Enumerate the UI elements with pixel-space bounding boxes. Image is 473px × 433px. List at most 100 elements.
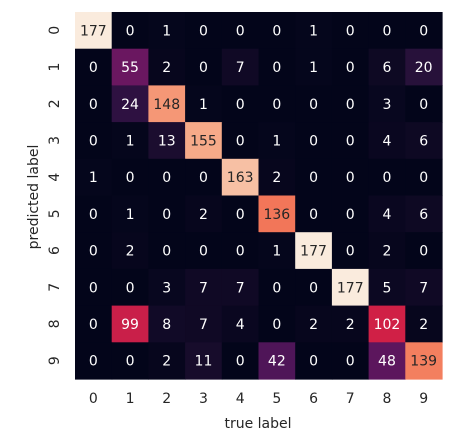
cell-value-label: 7	[199, 317, 208, 333]
x-tick-label: 8	[382, 391, 391, 407]
heatmap-cell	[405, 342, 443, 380]
x-tick-label: 1	[126, 391, 135, 407]
heatmap-cell	[148, 48, 186, 86]
heatmap-cell	[405, 305, 443, 343]
heatmap-cell	[331, 85, 370, 123]
x-tick-label: 0	[89, 391, 98, 407]
heatmap-cell	[331, 48, 370, 86]
heatmap-cell	[185, 195, 223, 233]
cell-value-label: 177	[337, 280, 364, 296]
heatmap-cell	[405, 268, 443, 307]
cell-value-label: 0	[272, 280, 281, 296]
cell-value-label: 0	[89, 280, 98, 296]
heatmap-cell	[331, 342, 370, 380]
cell-value-label: 1	[126, 207, 135, 223]
heatmap-cell	[221, 342, 260, 380]
heatmap-cell	[111, 268, 149, 307]
cell-value-label: 7	[199, 280, 208, 296]
heatmap-cell	[221, 195, 260, 233]
heatmap-cell	[331, 232, 370, 270]
cell-value-label: 155	[190, 133, 217, 149]
cell-value-label: 0	[309, 354, 318, 370]
heatmap-cell	[295, 48, 333, 86]
y-tick-label: 0	[47, 26, 63, 35]
heatmap-cell	[148, 305, 186, 343]
cell-value-label: 0	[126, 280, 135, 296]
cell-value-label: 2	[126, 244, 135, 260]
heatmap-cell	[331, 268, 370, 307]
cell-value-label: 139	[410, 354, 437, 370]
heatmap-cell	[405, 12, 443, 50]
heatmap-cell	[111, 342, 149, 380]
heatmap-cells: 177 0 1 0 0 0 1 0 0 00 55 2 0 7 0 1 0 6 200 24 148 1 0 0 0 0 3 00 1 1…	[75, 12, 443, 380]
cell-value-label: 0	[272, 97, 281, 113]
heatmap-cell	[295, 268, 333, 307]
heatmap-cell	[258, 158, 296, 197]
cell-value-label: 0	[236, 354, 245, 370]
heatmap-cell	[185, 305, 223, 343]
heatmap-cell	[295, 195, 333, 233]
heatmap-cell	[368, 85, 406, 123]
cell-value-label: 163	[227, 170, 254, 186]
heatmap-cell	[75, 122, 113, 160]
heatmap-cell	[368, 268, 406, 307]
cell-value-label: 2	[346, 317, 355, 333]
heatmap-cell	[405, 48, 443, 86]
cell-value-label: 5	[382, 280, 391, 296]
heatmap-cell	[148, 158, 186, 197]
cell-value-label: 0	[126, 354, 135, 370]
cell-value-label: 177	[80, 23, 107, 39]
cell-value-label: 0	[89, 354, 98, 370]
heatmap-cell	[185, 85, 223, 123]
cell-value-label: 6	[419, 133, 428, 149]
heatmap-cell	[295, 305, 333, 343]
cell-value-label: 24	[121, 97, 139, 113]
heatmap-cell	[331, 305, 370, 343]
heatmap-cell	[258, 122, 296, 160]
heatmap-cell	[295, 12, 333, 50]
heatmap-cell	[75, 195, 113, 233]
heatmap-cell	[295, 122, 333, 160]
cell-value-label: 1	[126, 133, 135, 149]
heatmap-cell	[258, 12, 296, 50]
cell-value-label: 0	[419, 170, 428, 186]
cell-value-label: 7	[419, 280, 428, 296]
heatmap-cell	[331, 195, 370, 233]
heatmap-cell	[295, 232, 333, 270]
heatmap-cell	[111, 195, 149, 233]
heatmap-cell	[111, 158, 149, 197]
cell-value-label: 2	[419, 317, 428, 333]
cell-value-label: 0	[126, 170, 135, 186]
heatmap-cell	[258, 268, 296, 307]
cell-value-label: 8	[162, 317, 171, 333]
heatmap-cell	[405, 122, 443, 160]
cell-value-label: 0	[346, 354, 355, 370]
cell-value-label: 0	[89, 317, 98, 333]
cell-value-label: 55	[121, 60, 139, 76]
heatmap-cell	[258, 305, 296, 343]
cell-value-label: 2	[382, 244, 391, 260]
cell-value-label: 1	[309, 60, 318, 76]
cell-value-label: 99	[121, 317, 139, 333]
cell-value-label: 0	[89, 97, 98, 113]
x-tick-label: 7	[346, 391, 355, 407]
cell-value-label: 0	[346, 23, 355, 39]
heatmap-cell	[148, 268, 186, 307]
x-tick-label: 2	[162, 391, 171, 407]
cell-value-label: 148	[153, 97, 180, 113]
heatmap-cell	[111, 48, 149, 86]
heatmap-cell	[221, 232, 260, 270]
heatmap-cell	[185, 268, 223, 307]
cell-value-label: 0	[89, 207, 98, 223]
cell-value-label: 1	[89, 170, 98, 186]
heatmap-cell	[75, 268, 113, 307]
cell-value-label: 0	[419, 23, 428, 39]
heatmap-cell	[221, 305, 260, 343]
cell-value-label: 1	[272, 244, 281, 260]
cell-value-label: 0	[272, 317, 281, 333]
heatmap-cell	[185, 122, 223, 160]
heatmap-cell	[75, 158, 113, 197]
cell-value-label: 20	[415, 60, 433, 76]
x-axis-label: true label	[224, 416, 291, 432]
